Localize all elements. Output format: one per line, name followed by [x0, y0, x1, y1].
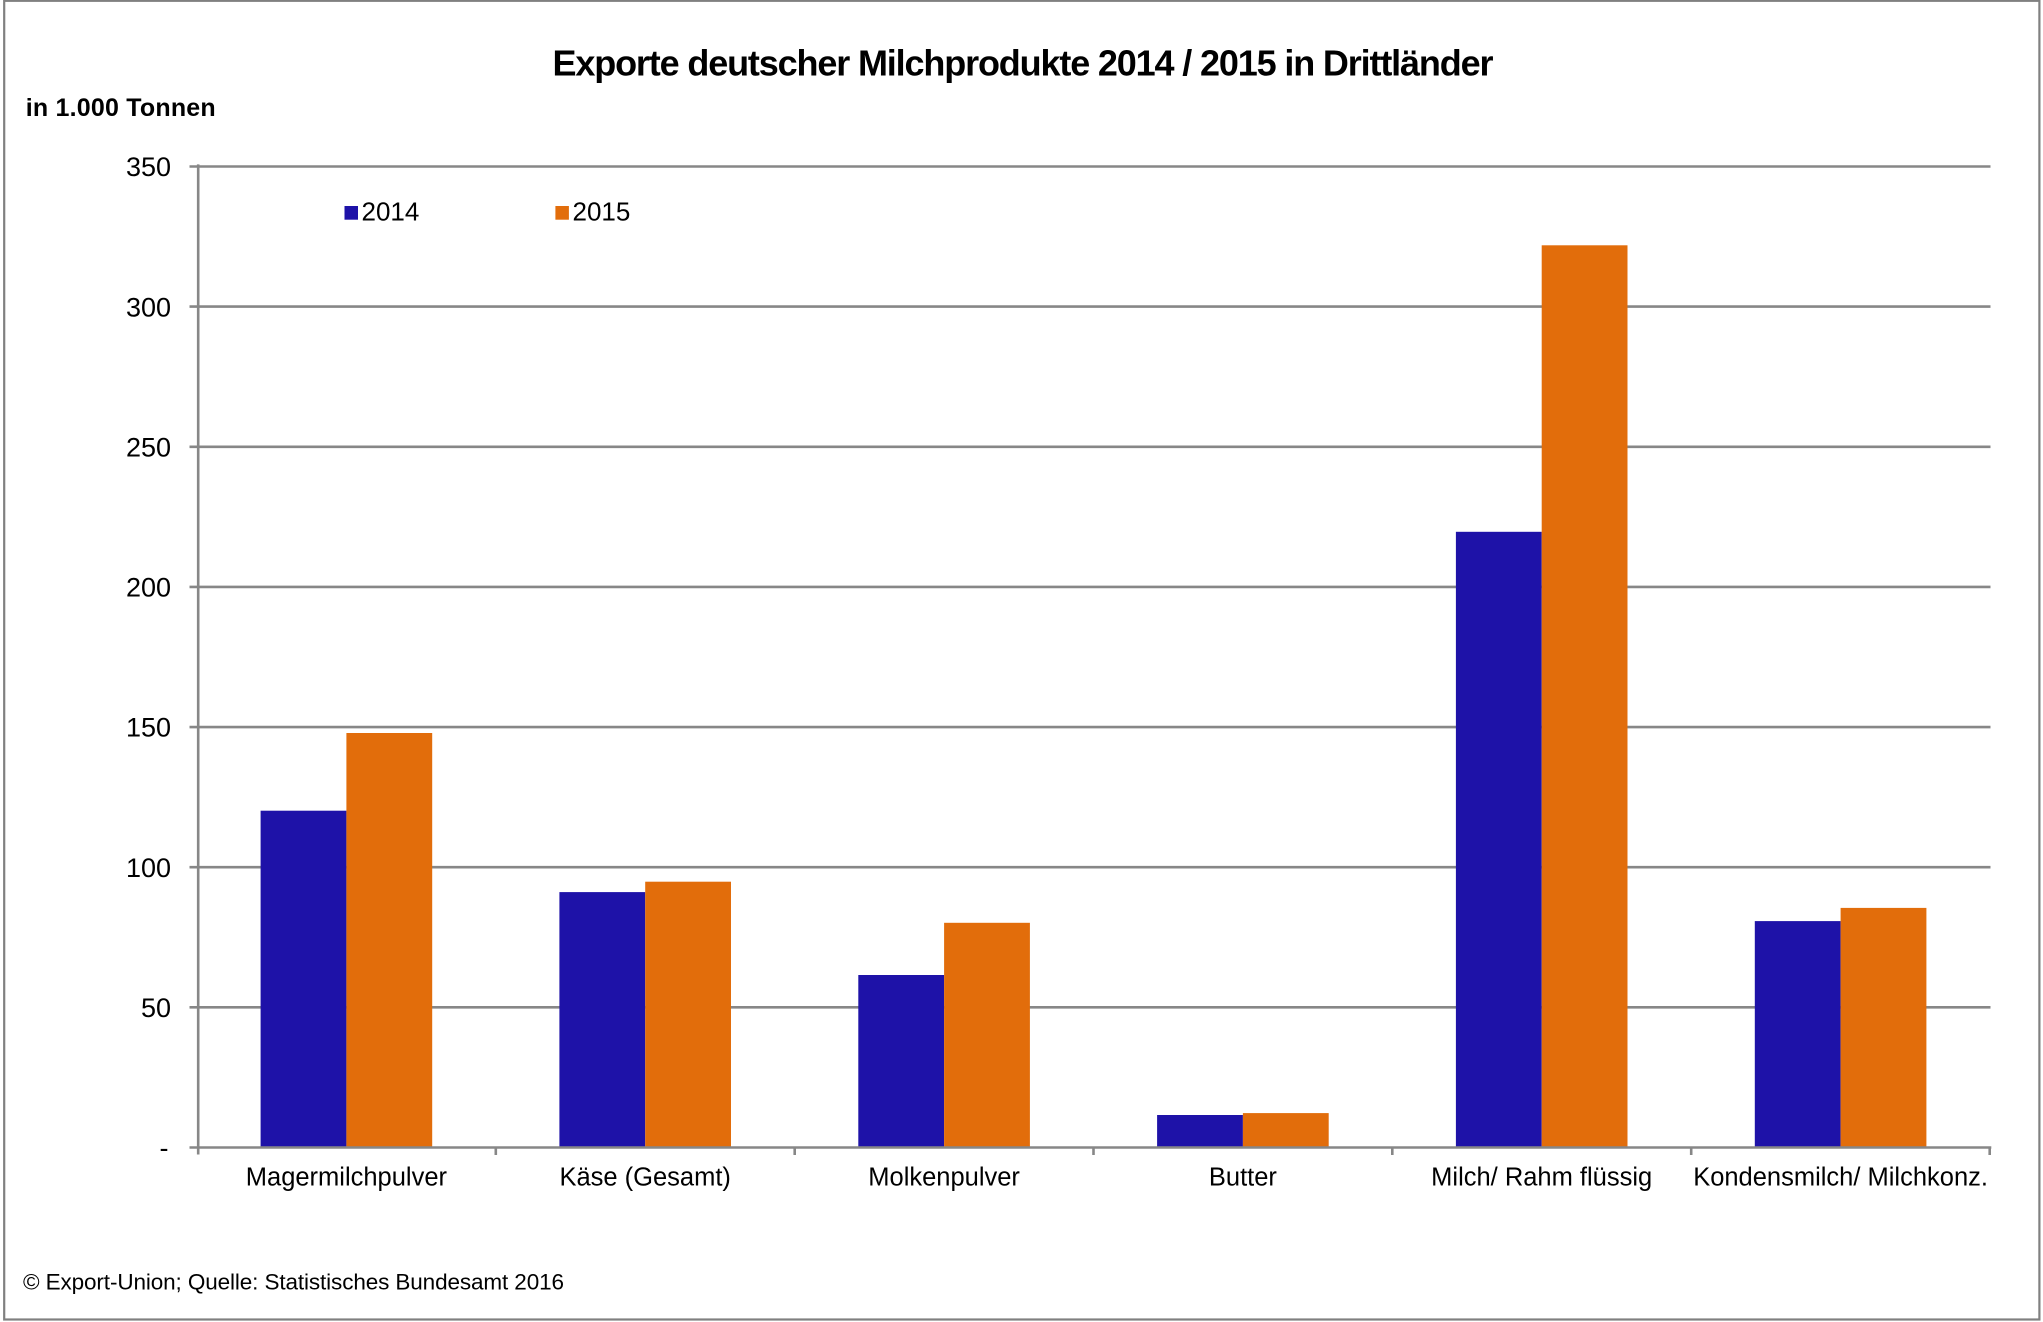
svg-text:300: 300: [126, 292, 171, 322]
svg-text:Molkenpulver: Molkenpulver: [868, 1163, 1020, 1191]
svg-text:200: 200: [126, 573, 171, 603]
svg-text:Exporte deutscher Milchprodukt: Exporte deutscher Milchprodukte 2014 / 2…: [553, 43, 1494, 84]
svg-text:2015: 2015: [573, 197, 631, 227]
svg-text:Butter: Butter: [1209, 1163, 1278, 1191]
svg-text:Kondensmilch/ Milchkonz.: Kondensmilch/ Milchkonz.: [1693, 1163, 1988, 1191]
svg-text:100: 100: [126, 853, 171, 883]
svg-text:350: 350: [126, 152, 171, 182]
svg-text:150: 150: [126, 713, 171, 743]
svg-text:Magermilchpulver: Magermilchpulver: [246, 1163, 448, 1191]
svg-text:250: 250: [126, 432, 171, 462]
svg-text:-: -: [160, 1133, 169, 1163]
svg-text:2014: 2014: [362, 197, 420, 227]
svg-text:© Export-Union; Quelle: Statis: © Export-Union; Quelle: Statistisches Bu…: [23, 1270, 564, 1295]
svg-text:50: 50: [141, 993, 171, 1023]
svg-text:Käse (Gesamt): Käse (Gesamt): [559, 1163, 730, 1191]
svg-text:in 1.000 Tonnen: in 1.000 Tonnen: [26, 94, 216, 122]
svg-text:Milch/ Rahm flüssig: Milch/ Rahm flüssig: [1431, 1163, 1652, 1191]
